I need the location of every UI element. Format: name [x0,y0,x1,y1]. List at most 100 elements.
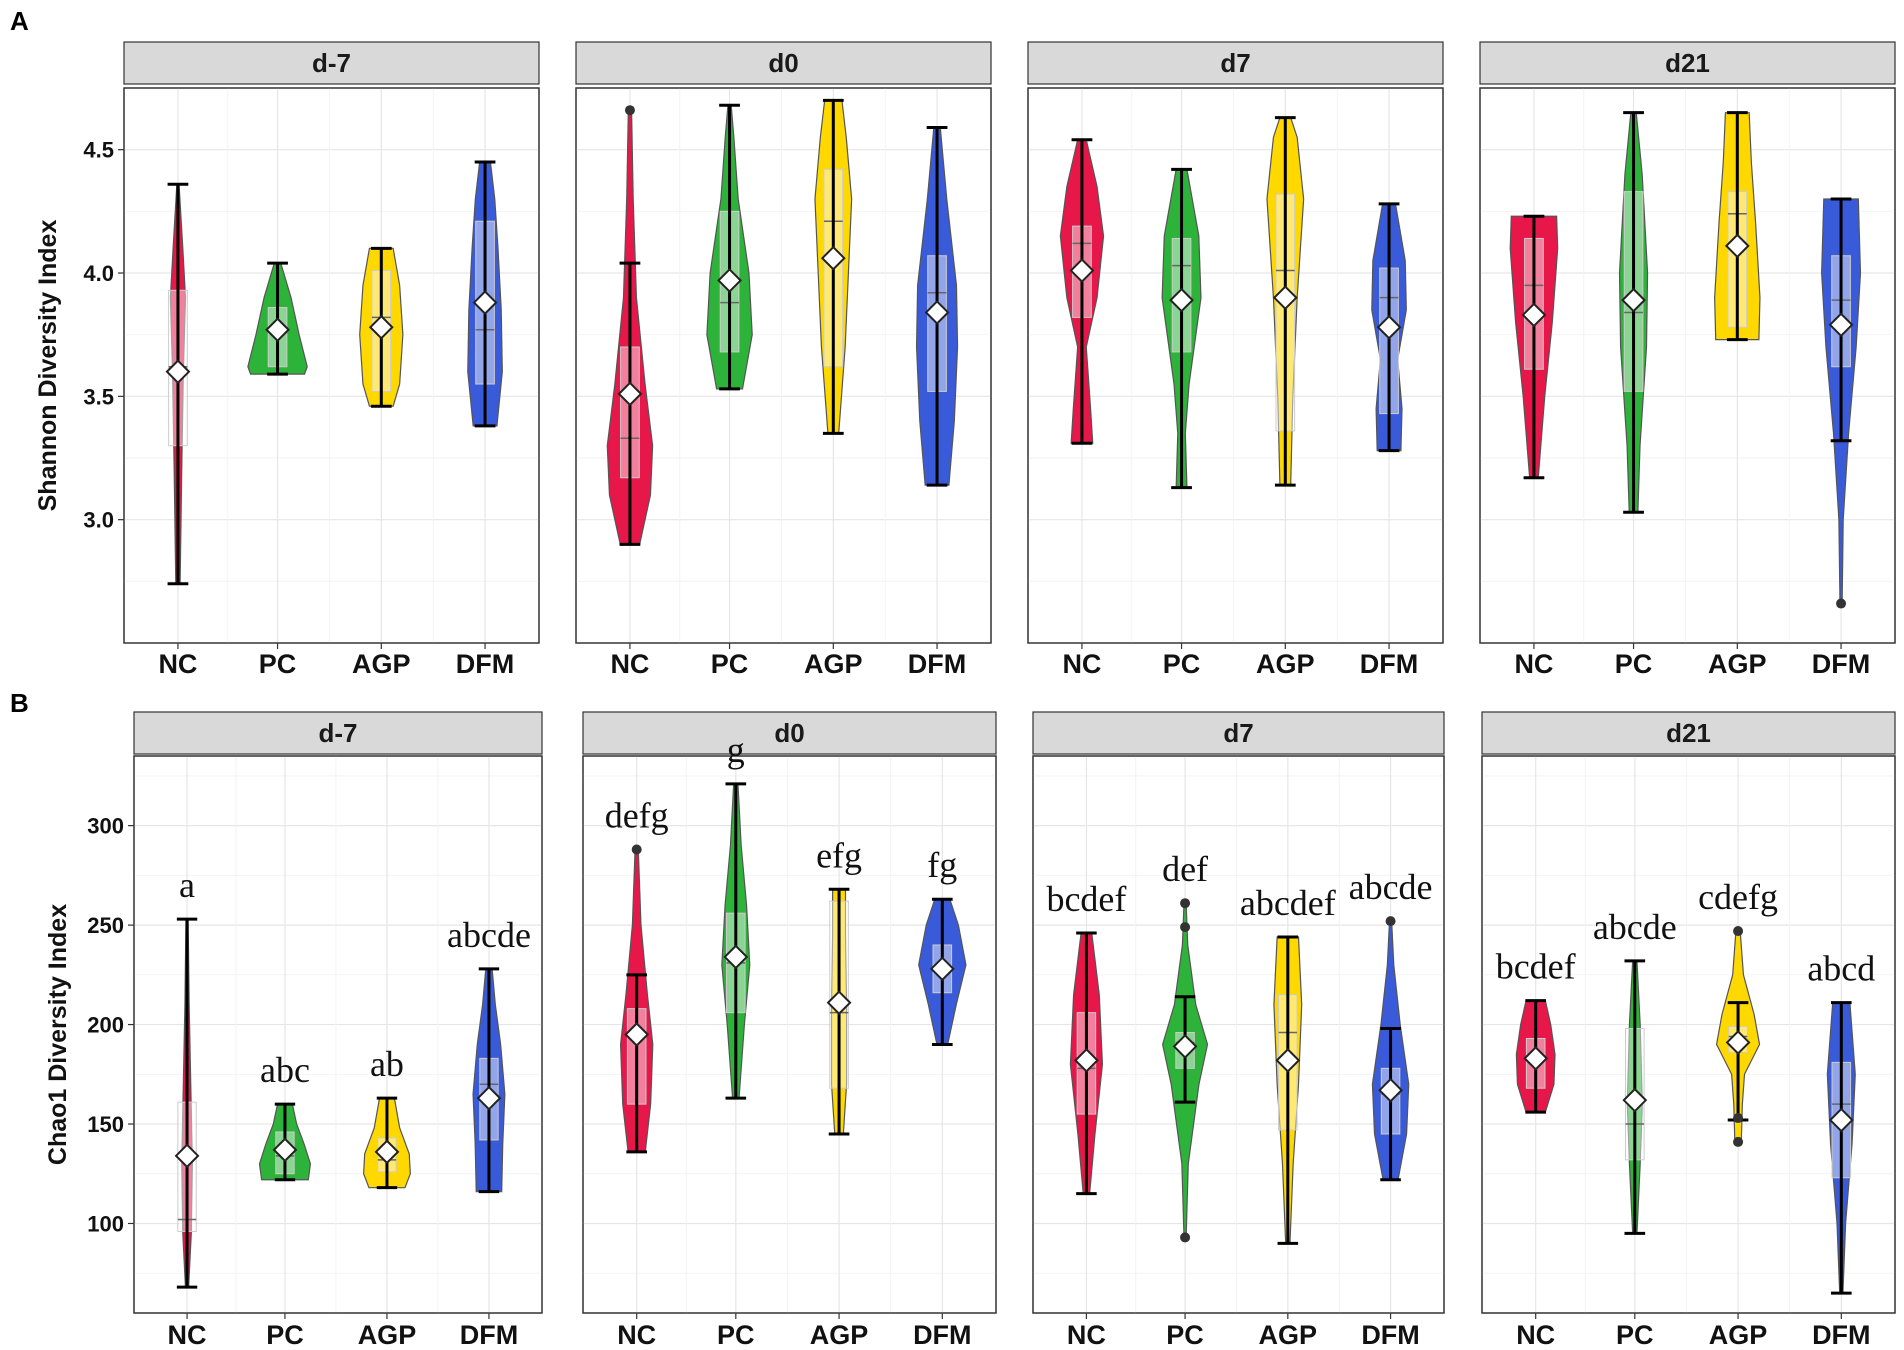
violin-group-DFM [1371,202,1407,453]
violin-group-PC [1161,167,1202,490]
x-tick-label: NC [1062,649,1101,679]
facet-strip-label: d7 [1223,718,1253,748]
facet-strip-label: d-7 [319,718,358,748]
y-axis-label: Chao1 Diversity Index [44,904,72,1165]
x-tick-label: DFM [456,649,514,679]
significance-letter: abcdef [1240,883,1336,923]
facet-strip [123,41,540,85]
mean-marker [1169,287,1194,313]
violin-group-AGP: efg [816,835,862,1136]
significance-letter: abc [260,1050,310,1090]
plot-border [1027,87,1444,644]
violin-group-NC [165,182,191,586]
violin-group-DFM: abcd [1807,949,1875,1295]
mean-marker [820,245,846,271]
significance-letter: abcde [447,915,531,955]
outlier-point [1385,916,1396,927]
facet-strip [1032,711,1445,755]
x-tick-label: DFM [1812,1320,1870,1350]
violin-group-DFM [915,125,959,487]
outlier-point [1733,926,1744,937]
outlier-point [631,844,642,855]
outlier-point [1733,1113,1744,1124]
plot-area [1479,87,1896,644]
x-tick-label: NC [1514,649,1553,679]
significance-letter: def [1162,849,1208,889]
facet-strip [133,711,543,755]
x-tick-label: NC [1067,1320,1106,1350]
x-tick-label: DFM [1360,649,1418,679]
x-tick-label: NC [1516,1320,1555,1350]
plot-border [133,755,543,1314]
mean-marker [717,267,742,293]
outlier-point [1733,1136,1744,1147]
x-tick-label: DFM [913,1320,971,1350]
violin-group-NC [606,105,654,546]
y-tick-label: 150 [87,1112,124,1137]
mean-marker [624,1022,650,1047]
x-tick-label: DFM [908,649,966,679]
significance-letter: abcd [1807,949,1875,989]
plot-border [575,87,992,644]
violin-group-PC: abc [258,1050,312,1182]
mean-marker [1376,314,1402,340]
x-tick-label: AGP [804,649,863,679]
x-tick-label: PC [1163,649,1201,679]
significance-letter: a [179,865,195,905]
x-tick-label: PC [711,649,749,679]
mean-marker [617,381,643,407]
violin-group-DFM [1821,197,1862,609]
plot-border [1481,755,1896,1314]
x-tick-label: AGP [1708,649,1767,679]
violin-group-DFM [467,160,503,428]
y-tick-label: 3.0 [83,508,114,533]
significance-letter: abcde [1349,867,1433,907]
facet-strip [582,711,997,755]
facet-strip-label: d-7 [312,48,351,78]
facet-strip-label: d7 [1220,48,1250,78]
x-tick-label: AGP [1709,1320,1768,1350]
significance-letter: bcdef [1496,947,1576,987]
significance-letter: bcdef [1046,879,1126,919]
facet-strip [1027,41,1444,85]
facet-strip-label: d21 [1665,48,1710,78]
facet-panel-d0: d0 NC PC AGP DFM [575,41,992,679]
x-tick-label: PC [1166,1320,1204,1350]
mean-marker [1622,1087,1648,1113]
y-axis-label: Shannon Diversity Index [34,220,62,512]
violin-group-NC [1509,214,1559,480]
mean-marker [1172,1034,1198,1059]
mean-marker [476,1085,502,1111]
y-tick-label: 3.5 [83,384,114,409]
mean-marker [374,1139,400,1165]
violin-group-AGP [1266,116,1305,487]
plot-area [1027,87,1444,644]
significance-letter: g [727,730,745,770]
mean-marker [1523,1045,1549,1071]
x-tick-label: DFM [1812,649,1870,679]
facet-panel-d-7: d-7 NC PC AGP DFM [123,41,540,679]
y-tick-label: 300 [87,814,124,839]
facet-panel-d7: d7 bcdef NC def PC abcdef AGP abcde DFM [1032,711,1445,1350]
y-tick-label: 4.0 [83,261,114,286]
plot-area [133,755,543,1314]
significance-letter: ab [370,1044,404,1084]
violin-group-NC: bcdef [1046,879,1126,1196]
significance-letter: abcde [1593,907,1677,947]
x-tick-label: PC [1616,1320,1654,1350]
mean-marker [174,1143,200,1169]
violin-group-PC [706,103,753,391]
y-tick-label: 200 [87,1013,124,1038]
x-tick-label: NC [617,1320,656,1350]
facet-panel-d21: d21 bcdef NC abcde PC cdefg AGP abcd DFM [1481,711,1896,1350]
mean-marker [1275,1047,1301,1073]
y-tick-label: 250 [87,913,124,938]
x-tick-label: PC [717,1320,755,1350]
violin-group-NC [1059,138,1105,445]
facet-panel-d7: d7 NC PC AGP DFM [1027,41,1444,679]
facet-strip [575,41,992,85]
x-tick-label: AGP [1259,1320,1318,1350]
mean-marker [924,300,950,325]
mean-marker [1828,1107,1854,1133]
